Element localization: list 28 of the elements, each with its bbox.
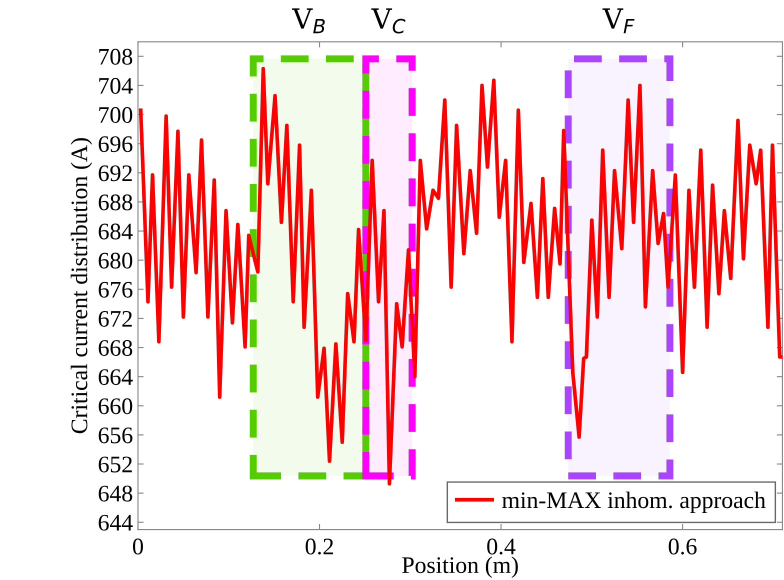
y-tick-label: 664 <box>98 369 133 386</box>
x-tick-label: 0.2 <box>306 538 333 555</box>
y-tick-label: 692 <box>98 165 132 182</box>
y-tick-label: 700 <box>99 107 132 123</box>
y-tick-label: 644 <box>98 514 133 531</box>
x-tick-label: 0.4 <box>487 538 516 555</box>
y-tick-label: 696 <box>98 136 132 152</box>
x-tick-label: 0 <box>132 538 143 554</box>
y-tick-label: 648 <box>98 486 132 502</box>
y-tick-label: 680 <box>98 252 132 269</box>
y-tick-label: 668 <box>98 340 132 356</box>
x-axis-title: Position (m) <box>402 556 518 578</box>
y-tick-label: 660 <box>98 398 132 414</box>
y-tick-label: 652 <box>98 456 132 472</box>
y-axis-title: Critical current distribution (A) <box>70 138 92 434</box>
band-label: V$_{C}$ <box>371 8 406 34</box>
y-tick-label: 708 <box>99 48 132 65</box>
x-tick-label: 0.6 <box>668 538 697 555</box>
y-tick-label: 676 <box>98 282 132 298</box>
y-tick-label: 688 <box>98 194 132 210</box>
y-tick-label: 684 <box>98 224 133 240</box>
y-tick-label: 704 <box>99 78 133 94</box>
line-series <box>138 66 782 486</box>
y-tick-label: 656 <box>98 427 132 444</box>
band-label: V$_{F}$ <box>602 8 635 34</box>
band-label: V$_{B}$ <box>292 8 325 34</box>
y-tick-label: 672 <box>98 310 132 327</box>
legend-label: min-MAX inhom. approach <box>502 492 766 514</box>
